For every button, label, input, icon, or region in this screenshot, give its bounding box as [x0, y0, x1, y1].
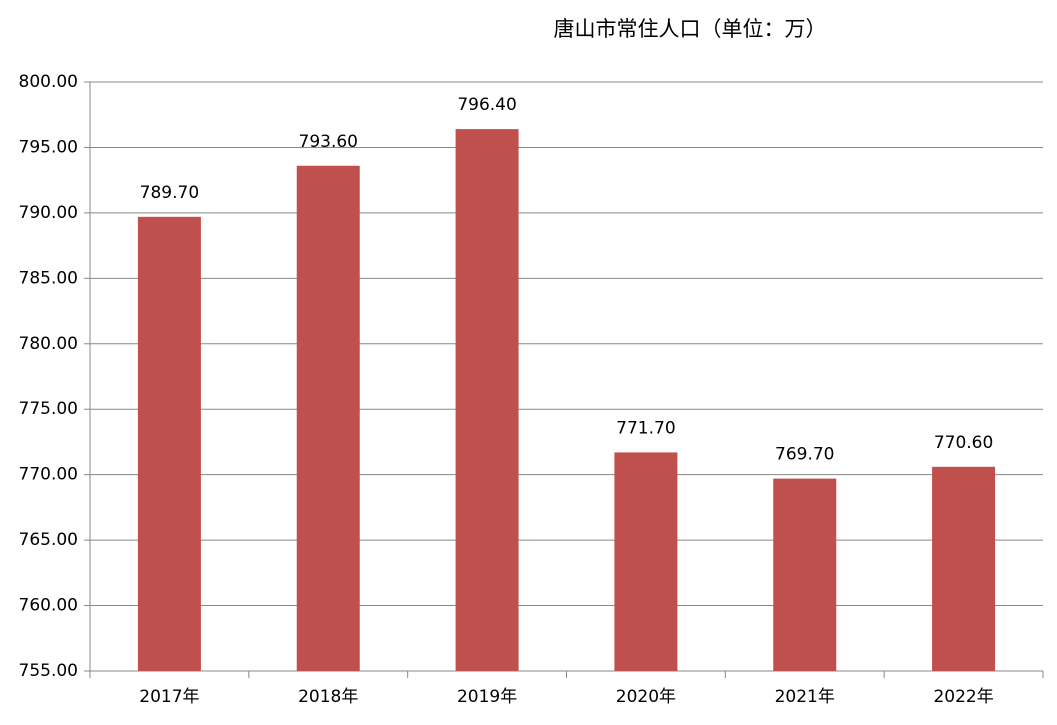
data-label: 793.60	[299, 132, 358, 152]
y-tick-label: 790.00	[19, 203, 78, 223]
y-tick-label: 780.00	[19, 334, 78, 354]
y-tick-label: 775.00	[19, 399, 78, 419]
x-tick-label: 2020年	[616, 687, 676, 707]
y-tick-label: 765.00	[19, 530, 78, 550]
x-tick-label: 2022年	[933, 687, 993, 707]
data-label: 789.70	[140, 183, 199, 203]
y-tick-label: 770.00	[19, 465, 78, 485]
x-tick-label: 2019年	[457, 687, 517, 707]
x-tick-label: 2017年	[139, 687, 199, 707]
bar	[296, 165, 360, 671]
y-tick-label: 760.00	[19, 596, 78, 616]
bar	[455, 129, 519, 671]
bar	[614, 452, 678, 671]
x-tick-label: 2018年	[298, 687, 358, 707]
data-label: 771.70	[616, 418, 675, 438]
bar	[137, 216, 201, 671]
y-tick-label: 755.00	[19, 661, 78, 681]
y-tick-label: 795.00	[19, 137, 78, 157]
bar	[773, 478, 837, 671]
data-label: 770.60	[934, 433, 993, 453]
x-tick-label: 2021年	[775, 687, 835, 707]
data-label: 796.40	[457, 95, 516, 115]
data-label: 769.70	[775, 445, 834, 465]
y-tick-label: 785.00	[19, 268, 78, 288]
chart-title: 唐山市常住人口（单位：万）	[554, 17, 827, 41]
bar	[932, 466, 996, 671]
y-tick-label: 800.00	[19, 72, 78, 92]
